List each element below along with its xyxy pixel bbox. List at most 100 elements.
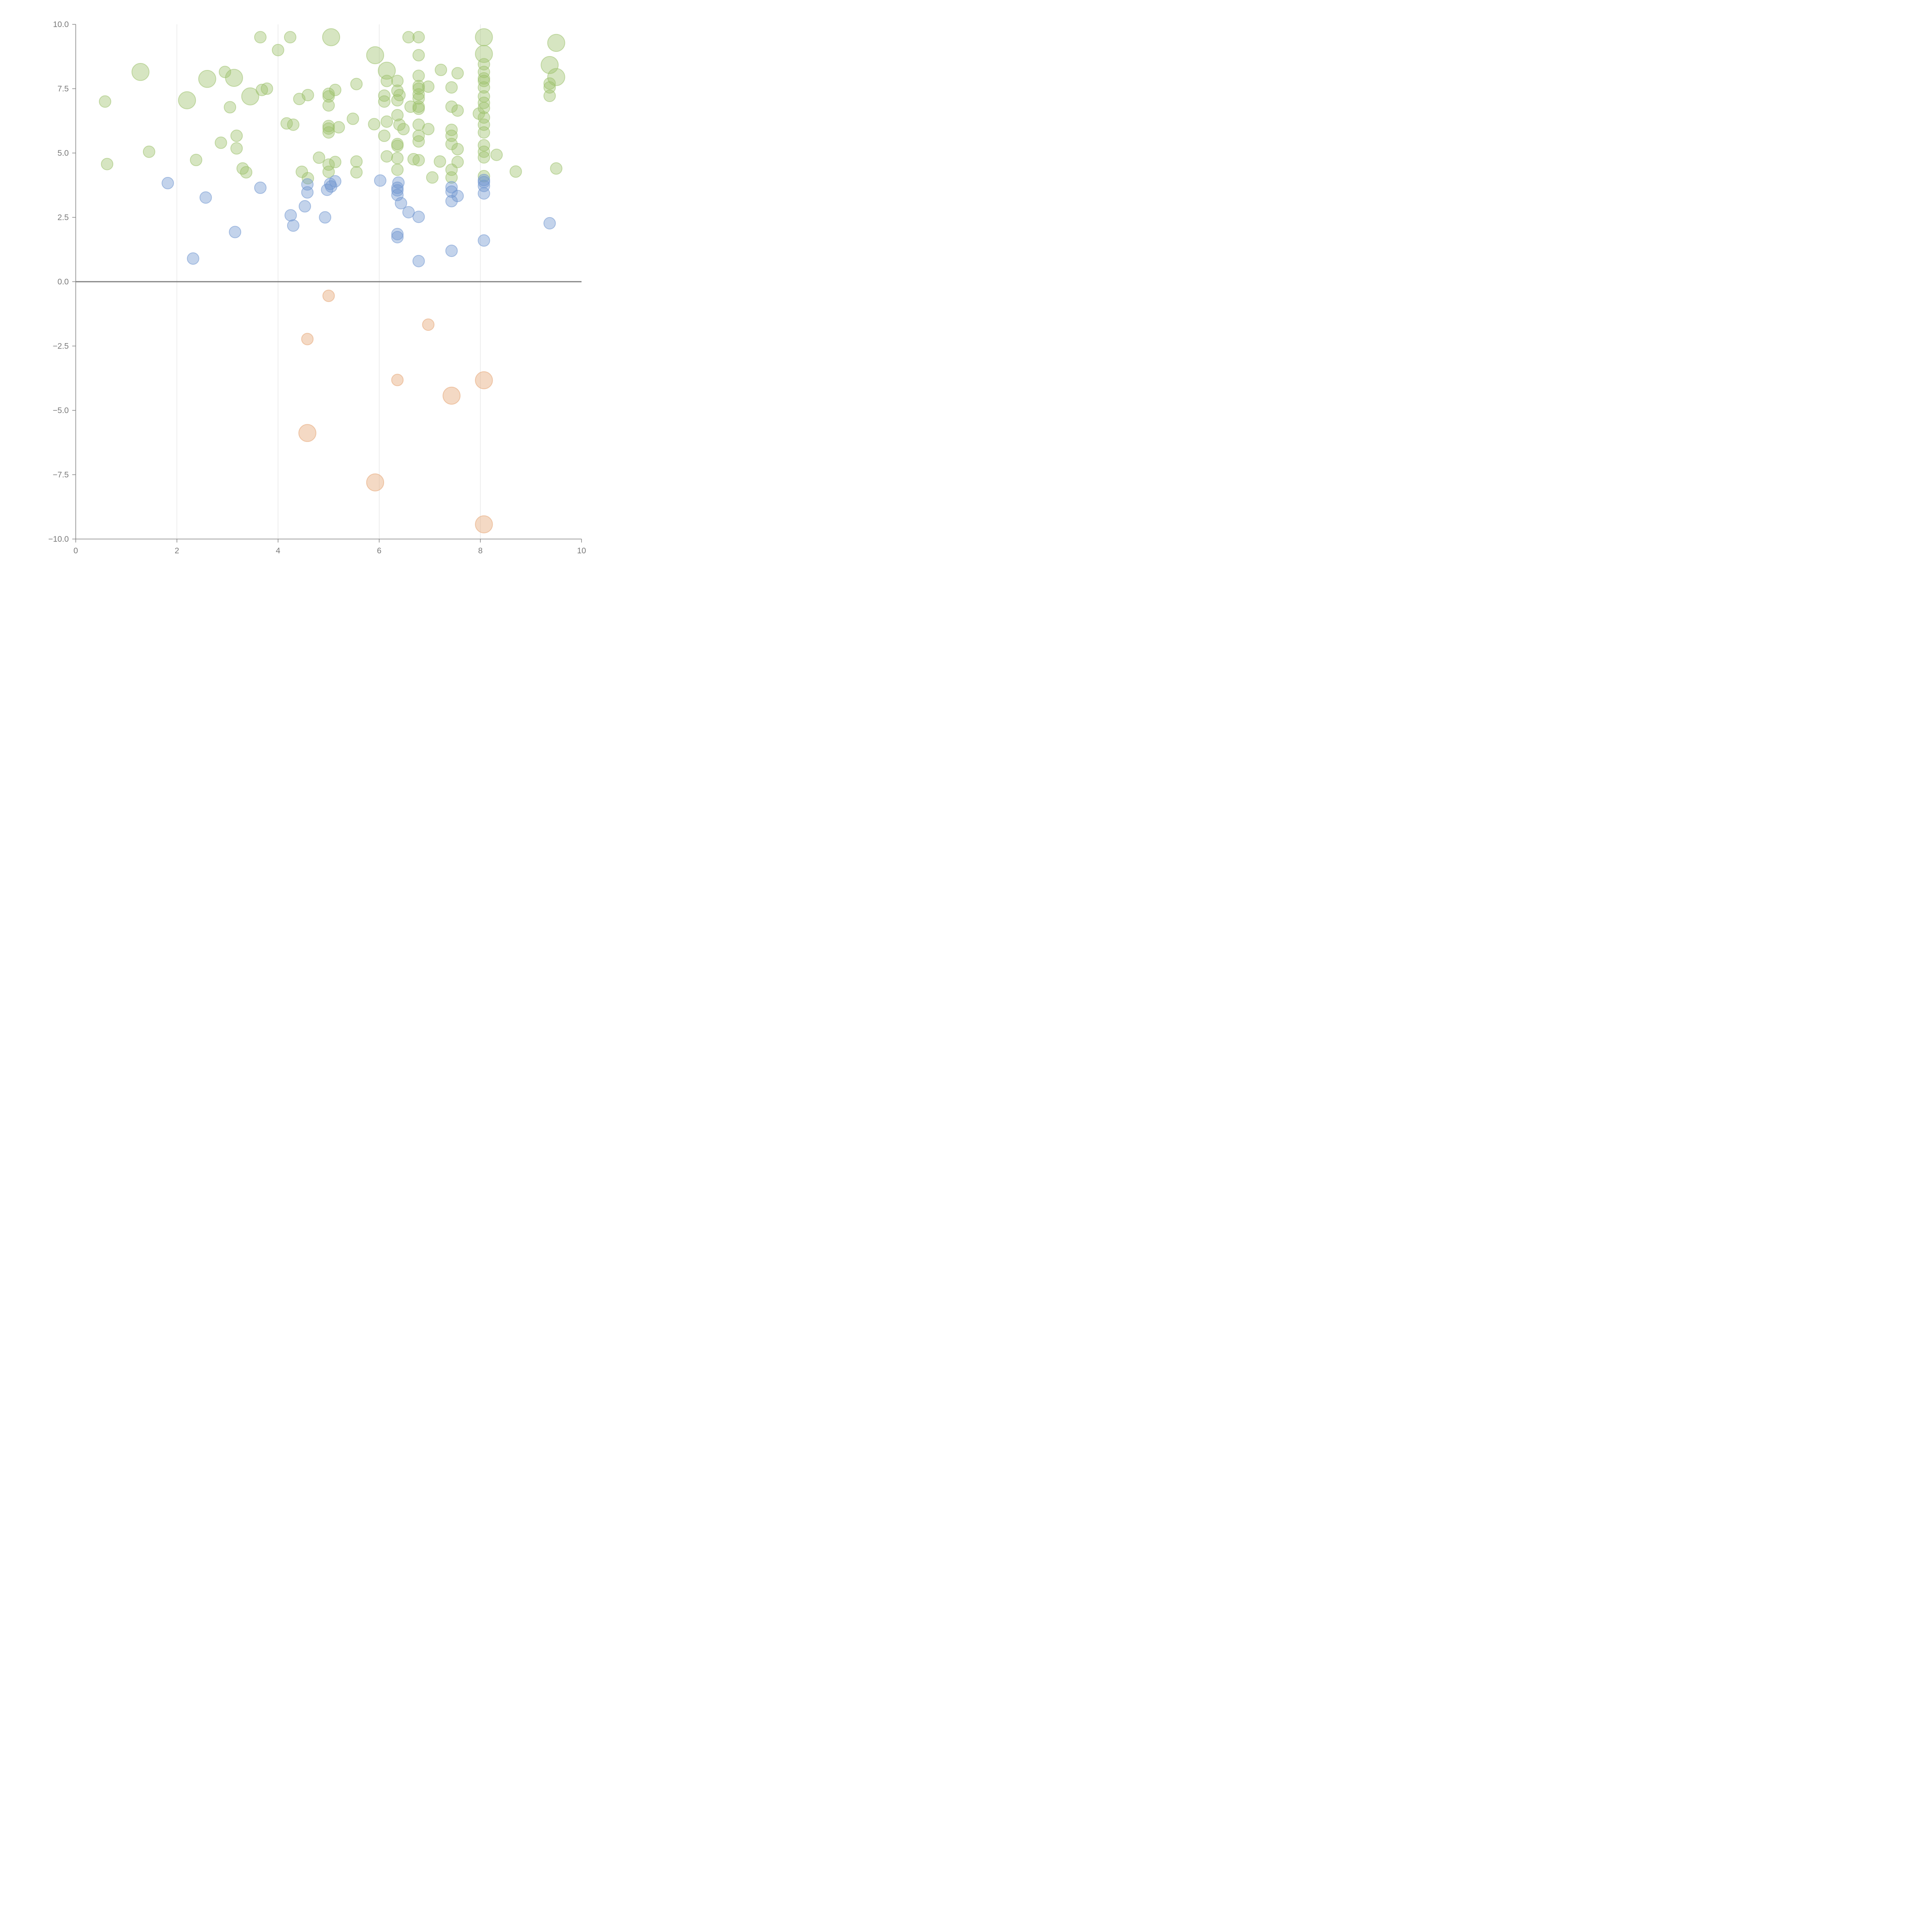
- bubble-green-20: [284, 31, 296, 44]
- x-tick-label: 8: [478, 546, 483, 555]
- bubble-green-113: [473, 107, 485, 120]
- bubble-green-104: [478, 97, 490, 109]
- bubble-green-99: [478, 66, 490, 78]
- bubble-green-19: [272, 44, 284, 56]
- bubble-green-68: [412, 70, 425, 82]
- bubble-blue-36: [543, 217, 556, 230]
- bubble-blue-11: [321, 184, 333, 196]
- bubble-blue-18: [391, 184, 404, 197]
- bubble-blue-7: [299, 200, 311, 213]
- bubble-green-106: [478, 111, 490, 124]
- y-tick-label: 5.0: [58, 149, 69, 158]
- bubble-green-12: [260, 82, 273, 95]
- bubble-green-114: [490, 148, 503, 161]
- bubble-green-57: [391, 94, 404, 107]
- bubble-green-71: [412, 88, 425, 101]
- bubble-green-119: [543, 77, 556, 90]
- y-tick-label: 7.5: [58, 85, 69, 94]
- bubble-green-23: [287, 118, 299, 131]
- bubble-green-0: [131, 63, 150, 81]
- bubble-green-44: [366, 46, 384, 65]
- bubble-green-41: [350, 78, 363, 90]
- bubble-green-95: [451, 156, 464, 168]
- bubble-green-51: [378, 129, 391, 142]
- bubble-green-102: [478, 81, 490, 94]
- bubble-green-53: [402, 31, 415, 44]
- bubble-green-31: [329, 83, 342, 96]
- bubble-green-46: [378, 61, 396, 80]
- bubble-green-91: [445, 171, 458, 184]
- bubble-blue-22: [412, 211, 425, 223]
- bubble-green-109: [478, 139, 490, 151]
- y-tick-label: 0.0: [58, 277, 69, 286]
- bubble-green-80: [422, 123, 435, 136]
- bubble-blue-35: [478, 234, 490, 247]
- bubble-green-39: [329, 156, 342, 168]
- bubble-blue-30: [445, 245, 458, 257]
- bubble-blue-9: [301, 186, 314, 199]
- bubble-green-122: [550, 162, 563, 175]
- bubble-green-28: [313, 151, 325, 164]
- bubble-blue-26: [445, 181, 458, 194]
- bubble-green-78: [412, 154, 425, 167]
- bubble-orange-6: [298, 424, 316, 442]
- bubble-green-6: [219, 66, 231, 78]
- bubble-green-117: [541, 56, 559, 74]
- bubble-green-67: [412, 49, 425, 61]
- bubble-blue-2: [254, 181, 267, 194]
- bubble-blue-3: [229, 226, 242, 238]
- bubble-orange-1: [422, 318, 435, 331]
- bubble-orange-3: [391, 374, 404, 386]
- bubble-orange-7: [366, 473, 384, 492]
- y-tick-label: −2.5: [53, 342, 69, 351]
- bubble-green-3: [143, 145, 155, 158]
- bubble-blue-0: [162, 177, 174, 189]
- bubble-green-30: [322, 90, 335, 103]
- bubble-green-85: [445, 81, 458, 94]
- bubble-green-18: [190, 154, 202, 166]
- bubble-green-37: [322, 158, 335, 171]
- bubble-blue-20: [395, 197, 407, 209]
- bubble-orange-0: [322, 289, 335, 302]
- scatter-chart: 10.0 7.5 5.0 2.5 0.0 −2.5 −5.0 −7.5 −10.0 0 2 4 6 8 10: [48, 20, 586, 555]
- bubble-green-17: [240, 166, 253, 179]
- bubble-green-60: [397, 123, 410, 136]
- bubble-blue-16: [392, 176, 405, 189]
- bubble-green-36: [332, 121, 345, 134]
- x-tick-label: 2: [175, 546, 179, 555]
- bubble-green-5: [198, 70, 216, 88]
- bubble-green-82: [426, 171, 439, 184]
- bubble-green-66: [412, 31, 425, 44]
- x-tick-label: 6: [377, 546, 382, 555]
- bubble-green-25: [301, 89, 314, 102]
- bubble-blue-14: [329, 175, 342, 188]
- bubble-green-13: [214, 136, 227, 149]
- bubble-orange-2: [301, 333, 314, 345]
- bubble-green-27: [301, 172, 314, 185]
- bubble-blue-15: [374, 174, 386, 187]
- y-tick-label: −10.0: [48, 535, 69, 544]
- bubble-blue-25: [412, 255, 425, 267]
- bubble-green-47: [381, 75, 393, 87]
- bubble-green-92: [451, 67, 464, 80]
- bubble-green-11: [255, 83, 268, 96]
- bubble-green-15: [230, 142, 243, 155]
- bubble-green-14: [230, 129, 243, 142]
- bubble-green-9: [241, 87, 259, 105]
- axes: 10.0 7.5 5.0 2.5 0.0 −2.5 −5.0 −7.5 −10.0 0 2 4 6 8 10: [48, 20, 586, 555]
- bubble-blue-17: [391, 181, 404, 194]
- bubble-blue-5: [284, 209, 297, 222]
- x-tick-label: 10: [577, 546, 586, 555]
- bubble-green-77: [412, 135, 425, 148]
- bubble-green-43: [350, 166, 363, 179]
- bubble-green-108: [478, 126, 490, 139]
- bubble-green-118: [547, 68, 565, 86]
- bubbles: [99, 28, 565, 534]
- bubble-green-34: [322, 122, 335, 135]
- x-tick-label: 0: [73, 546, 78, 555]
- bubble-blue-10: [319, 211, 332, 224]
- y-tick-label: 2.5: [58, 213, 69, 222]
- bubble-green-21: [322, 28, 340, 46]
- bubble-orange-4: [475, 371, 493, 389]
- bubble-green-111: [478, 151, 490, 164]
